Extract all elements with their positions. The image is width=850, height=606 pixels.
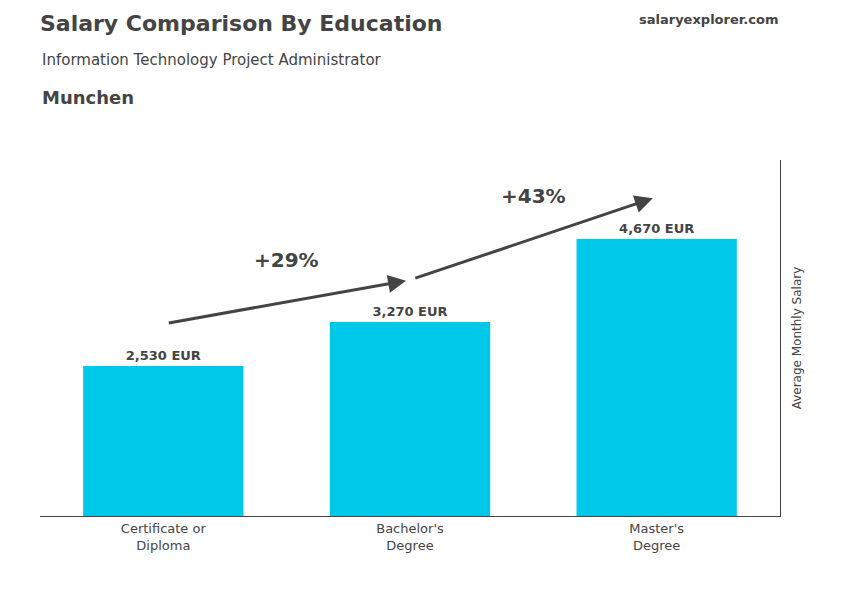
svg-text:Average Monthly Salary: Average Monthly Salary (790, 267, 804, 410)
svg-text:3,270 EUR: 3,270 EUR (372, 304, 447, 319)
svg-text:Certificate orDiploma: Certificate orDiploma (121, 521, 207, 553)
svg-text:Information Technology Project: Information Technology Project Administr… (42, 51, 382, 69)
svg-text:Master'sDegree: Master'sDegree (629, 521, 684, 553)
svg-text:Salary Comparison By Education: Salary Comparison By Education (40, 11, 443, 36)
svg-text:salaryexplorer.com: salaryexplorer.com (639, 12, 778, 27)
svg-text:Bachelor'sDegree: Bachelor'sDegree (376, 521, 444, 553)
svg-text:2,530 EUR: 2,530 EUR (126, 348, 201, 363)
svg-text:Munchen: Munchen (42, 87, 134, 108)
svg-text:4,670 EUR: 4,670 EUR (619, 221, 694, 236)
svg-text:+43%: +43% (501, 184, 566, 208)
svg-text:+29%: +29% (254, 248, 319, 272)
